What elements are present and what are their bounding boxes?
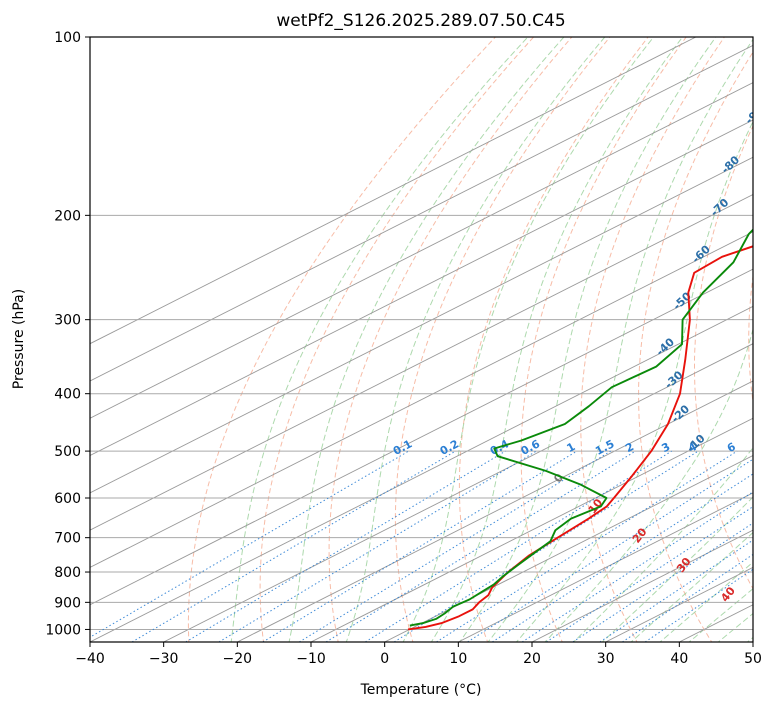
isotherm-line [90, 44, 753, 382]
mixing-ratio-label: 8 [754, 440, 767, 455]
dry-adiabat-line [748, 272, 753, 405]
x-axis-ticks: −40 −30 −20 −10 0 10 20 30 40 50 [75, 642, 762, 667]
moist-adiabat-line [288, 37, 565, 642]
isotherm-line [90, 37, 697, 345]
mixing-ratio-line [622, 553, 753, 642]
mixing-ratio-line [467, 458, 753, 642]
mixing-ratio-line [436, 450, 738, 642]
moist-adiabat-label: 20 [630, 525, 650, 545]
mixing-ratio-line [365, 450, 672, 642]
mixing-ratio-line [185, 450, 506, 642]
isotherm-line [90, 194, 753, 531]
isotherm-line [90, 82, 753, 419]
mixing-ratio-line [644, 568, 753, 642]
moist-adiabat-line [544, 327, 753, 642]
dry-adiabat-line [580, 37, 725, 642]
moist-adiabat-line [717, 612, 753, 642]
isotherm-line [531, 529, 753, 642]
mixing-ratio-label: 3 [659, 440, 672, 455]
profile-lines [407, 228, 753, 631]
mixing-ratio-line [298, 450, 611, 642]
x-tick-label: 40 [670, 651, 688, 667]
moist-adiabat-line [402, 37, 654, 642]
mixing-ratio-label: 2 [623, 440, 636, 455]
y-tick-label: 100 [54, 30, 81, 46]
x-axis-label: Temperature (°C) [360, 682, 482, 698]
x-tick-label: −20 [223, 651, 253, 667]
moist-adiabat-line [345, 37, 606, 642]
mixing-ratio-line [599, 539, 753, 642]
dry-adiabat-line [520, 37, 687, 642]
y-tick-label: 1000 [45, 622, 81, 638]
x-tick-label: −10 [296, 651, 326, 667]
x-tick-label: 30 [597, 651, 615, 667]
mixing-ratio-line [325, 450, 636, 642]
moist-adiabat-line [230, 37, 529, 642]
isotherm-line [90, 231, 753, 568]
mixing-ratio-line [393, 450, 699, 642]
moist-adiabat-line [572, 446, 753, 642]
isotherm-label: -90 [743, 104, 767, 127]
mixing-ratio-label: 1.5 [593, 437, 616, 458]
y-axis-ticks: 100 200 300 400 500 600 700 800 900 1000 [45, 30, 90, 638]
mixing-ratio-label: 0.1 [391, 437, 414, 458]
y-tick-label: 800 [54, 565, 81, 581]
mixing-ratio-line [262, 450, 578, 642]
y-axis-label: Pressure (hPa) [11, 289, 27, 389]
plot-frame [89, 36, 754, 643]
moist-adiabat-line [659, 561, 753, 642]
mixing-ratio-line [491, 473, 753, 642]
mixing-ratio-line [131, 450, 456, 642]
temperature-profile-line [407, 245, 753, 631]
x-tick-label: 50 [744, 651, 762, 667]
dry-adiabat-line [394, 37, 611, 642]
moist-adiabat-label: 40 [718, 584, 738, 604]
y-tick-label: 400 [54, 387, 81, 403]
mixing-ratio-line [90, 450, 409, 638]
mixing-ratio-line [572, 522, 753, 642]
y-tick-label: 200 [54, 208, 81, 224]
mixing-ratio-label: 0.2 [438, 437, 461, 458]
isotherm-line [237, 380, 753, 642]
y-tick-label: 300 [54, 313, 81, 329]
x-tick-label: 10 [449, 651, 467, 667]
isotherm-line [90, 305, 753, 642]
isotherm-line [679, 604, 753, 642]
y-tick-label: 700 [54, 531, 81, 547]
isotherm-line [90, 156, 753, 494]
x-tick-label: −30 [149, 651, 179, 667]
isotherm-line [384, 455, 753, 642]
dewpoint-profile-line [409, 228, 753, 627]
moist-adiabat-line [487, 38, 753, 642]
dry-adiabat-line [638, 51, 753, 642]
mixing-ratio-line [546, 506, 753, 642]
moist-adiabat-line [430, 37, 683, 642]
isotherm-line [752, 641, 753, 642]
isotherm-line [163, 343, 753, 642]
chart-title: wetPf2_S126.2025.289.07.50.C45 [276, 11, 565, 31]
x-tick-label: −40 [75, 651, 105, 667]
isotherm-line [310, 417, 753, 642]
isotherm-line [458, 492, 753, 642]
background-lines [90, 37, 753, 642]
mixing-ratio-line [218, 450, 537, 642]
y-tick-label: 600 [54, 491, 81, 507]
isotherm-line [90, 268, 753, 606]
isotherm-line [90, 119, 753, 457]
mixing-ratio-label: 1 [565, 440, 578, 455]
x-tick-label: 20 [523, 651, 541, 667]
mixing-ratio-label: 6 [725, 440, 738, 455]
y-tick-label: 900 [54, 595, 81, 611]
y-tick-label: 500 [54, 444, 81, 460]
x-tick-label: 0 [380, 651, 389, 667]
